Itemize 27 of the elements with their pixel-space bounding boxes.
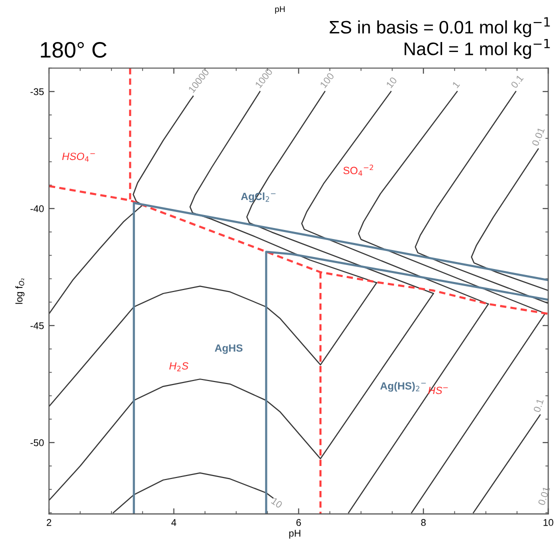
text: pH (275, 6, 285, 14)
y-tick-label: -50 (30, 439, 44, 446)
annotation: 100 (320, 72, 334, 88)
y-tick-label: -35 (30, 88, 44, 96)
annotation: HSO$_{4}$$^{−}$ (62, 152, 95, 162)
y-axis-title: log f$_{O₂}$ (15, 278, 24, 304)
annotation: 0.01 (538, 486, 550, 506)
annotation: SO$_{4}$$^{−2}$ (343, 164, 374, 176)
annotation: 10 (386, 76, 398, 88)
annotation: 10 (270, 497, 283, 508)
x-tick-label: 10 (544, 519, 554, 526)
annotation: H$_{2}$S (169, 362, 188, 372)
x-tick-label: 8 (421, 519, 426, 526)
chart-title: 180° C (40, 42, 107, 58)
annotation: 0.1 (533, 398, 544, 413)
annotation: 0.1 (510, 74, 524, 89)
annotation: 1 (452, 80, 460, 88)
x-tick-label: 6 (296, 519, 301, 526)
annotation: 0.01 (532, 127, 545, 146)
x-tick-label: 4 (171, 519, 176, 526)
annotation: Ag(HS)$_{2}$$^{−}$ (380, 382, 426, 392)
text: ΣS in basis = 0.01 mol kg$^{−1}$ NaCl = 1 mol kg$^{−1}$ (330, 17, 550, 59)
y-tick-label: -45 (30, 322, 44, 330)
x-tick-label: 2 (46, 519, 52, 526)
x-axis-title: pH (289, 530, 300, 539)
y-tick-label: -40 (30, 205, 44, 212)
annotation: AgHS (214, 344, 242, 354)
